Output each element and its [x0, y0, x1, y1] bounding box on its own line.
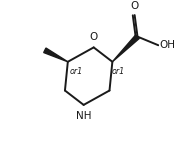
Text: OH: OH — [159, 40, 175, 50]
Polygon shape — [44, 48, 68, 62]
Text: O: O — [90, 32, 98, 42]
Text: or1: or1 — [112, 67, 125, 76]
Text: NH: NH — [76, 111, 91, 121]
Polygon shape — [112, 35, 139, 62]
Text: O: O — [131, 1, 139, 12]
Text: or1: or1 — [70, 67, 83, 76]
